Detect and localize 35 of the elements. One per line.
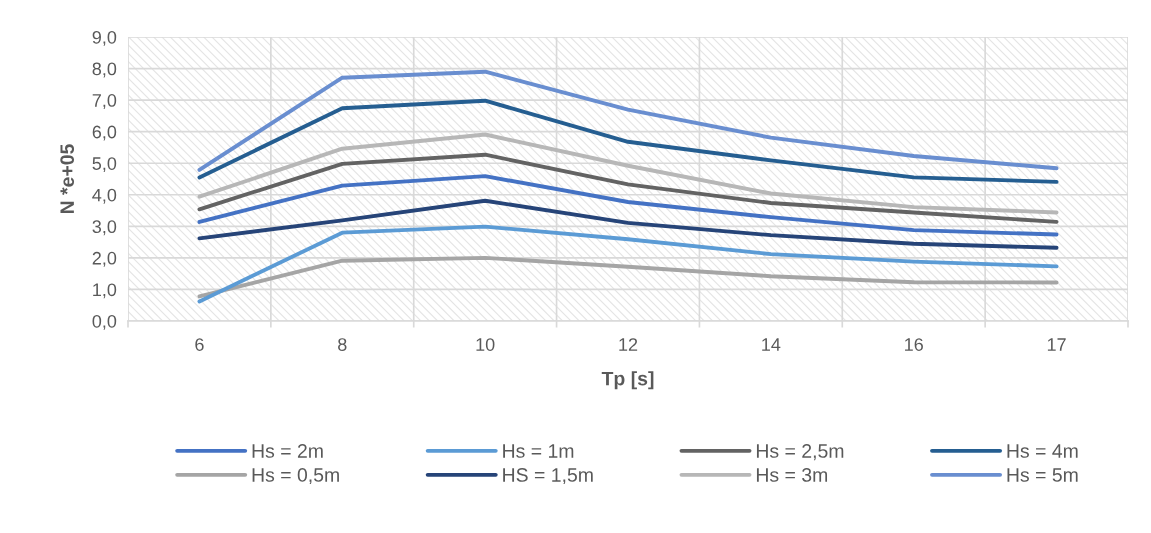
y-tick-label: 0,0 [92,314,117,330]
y-axis-title: N *e+05 [60,144,75,214]
x-tick-label: 17 [1047,338,1066,351]
legend-label: Hs = 2,5m [756,444,844,461]
y-tick-label: 6,0 [92,125,117,141]
y-tick-label: 4,0 [92,188,117,204]
line-series [197,98,1059,184]
line-series [197,198,1059,250]
x-tick-label: 16 [905,338,923,351]
legend-label: Hs = 0,5m [252,468,339,485]
line-series [197,69,1059,172]
x-tick-label: 8 [338,338,347,351]
x-tick-label: 10 [476,338,495,351]
x-tick-label: 14 [762,338,781,351]
legend-label: Hs = 4m [1007,444,1078,458]
y-tick-label: 1,0 [93,283,117,299]
line-series [197,255,1059,299]
legend-label: Hs = 2m [252,444,323,458]
y-tick-label: 3,0 [92,220,117,236]
legend-label: HS = 1,5m [503,468,593,485]
x-axis-title: Tp [s] [601,371,654,390]
x-tick-label: 6 [195,338,204,351]
legend-label: Hs = 1m [503,444,574,458]
y-tick-label: 5,0 [92,157,117,173]
line-series [197,132,1059,215]
y-tick-label: 9,0 [92,30,117,46]
x-tick-label: 12 [619,338,638,351]
y-tick-label: 8,0 [92,62,117,78]
line-series [197,152,1059,224]
y-tick-label: 7,0 [92,94,117,109]
line-series [197,174,1059,237]
legend-label: Hs = 3m [756,468,828,482]
line-series [197,224,1059,304]
y-tick-label: 2,0 [92,251,117,267]
legend-label: Hs = 5m [1007,468,1078,482]
